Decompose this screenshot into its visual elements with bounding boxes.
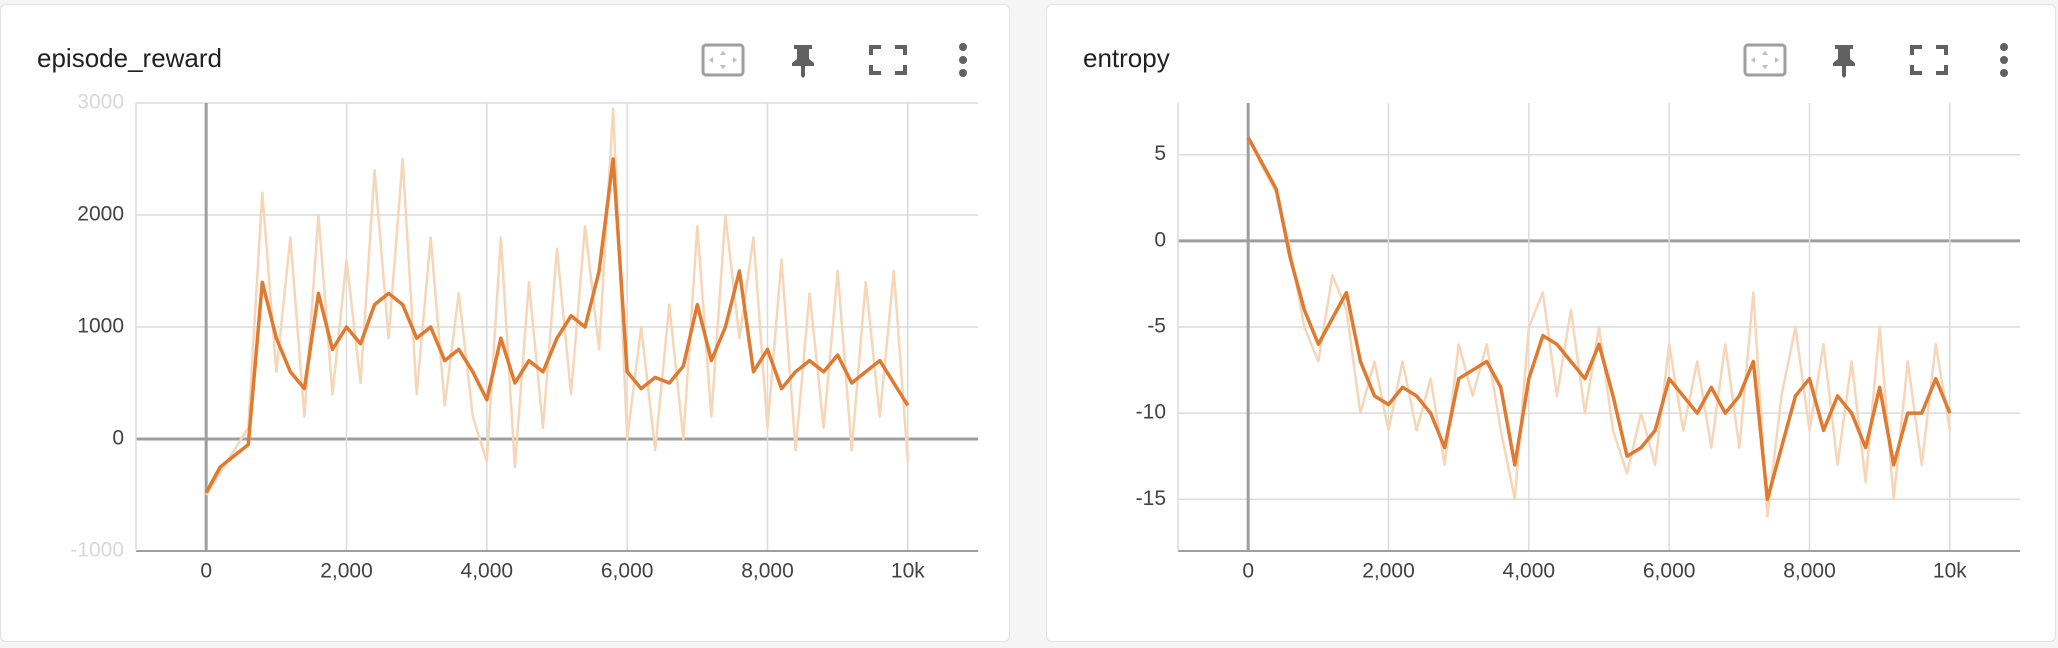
series-line — [1247, 136, 1952, 518]
x-tick-label: 6,000 — [601, 560, 654, 583]
card: -15 -10 -5 0 5 0 2,000 4,000 6,000 8,000 10k entro… — [1046, 4, 2056, 642]
y-tick-label: 2000 — [77, 203, 124, 226]
x-tick-label: 10k — [1933, 560, 1967, 583]
x-tick-label: 10k — [891, 560, 925, 583]
x-tick-label: 8,000 — [741, 560, 794, 583]
x-tick-label: 4,000 — [461, 560, 514, 583]
fit-domain-button[interactable] — [1743, 43, 1787, 77]
x-tick-label: 6,000 — [1643, 560, 1696, 583]
toolbar — [1743, 43, 2008, 78]
y-tick-label: -5 — [1147, 315, 1166, 338]
y-tick-label: -10 — [1136, 401, 1166, 424]
x-tick-label: 2,000 — [1362, 560, 1415, 583]
fullscreen-button[interactable] — [869, 45, 907, 75]
x-tick-label: 0 — [1242, 560, 1254, 583]
chart-title: episode_reward — [37, 43, 223, 73]
y-tick-label: 0 — [112, 427, 124, 450]
y-tick-label: 0 — [1154, 228, 1166, 251]
more-button[interactable] — [959, 43, 967, 77]
y-tick-label: -1000 — [70, 539, 124, 562]
x-tick-label: 0 — [200, 560, 212, 583]
x-tick-label: 4,000 — [1503, 560, 1556, 583]
series-line — [204, 157, 910, 494]
y-tick-label: 5 — [1154, 142, 1166, 165]
pin-button[interactable] — [792, 45, 814, 78]
card: -1000 0 1000 2000 3000 0 2,000 4,000 6,000 8,000 1… — [0, 4, 1010, 642]
series-line — [205, 107, 910, 496]
fullscreen-button[interactable] — [1910, 45, 1948, 75]
chart: -15 -10 -5 0 5 0 2,000 4,000 6,000 8,000 10k — [1136, 103, 2020, 583]
y-tick-label: 1000 — [77, 315, 124, 338]
more-button[interactable] — [2000, 43, 2008, 77]
y-tick-label: 3000 — [77, 91, 124, 114]
x-tick-label: 2,000 — [320, 560, 373, 583]
series-line — [1246, 136, 1952, 502]
y-tick-label: -15 — [1136, 487, 1166, 510]
fit-domain-button[interactable] — [701, 43, 745, 77]
pin-button[interactable] — [1833, 45, 1855, 78]
x-tick-label: 8,000 — [1783, 560, 1836, 583]
toolbar — [701, 43, 967, 78]
chart-title: entropy — [1083, 43, 1170, 73]
chart: -1000 0 1000 2000 3000 0 2,000 4,000 6,000 8,000 1… — [70, 91, 978, 583]
